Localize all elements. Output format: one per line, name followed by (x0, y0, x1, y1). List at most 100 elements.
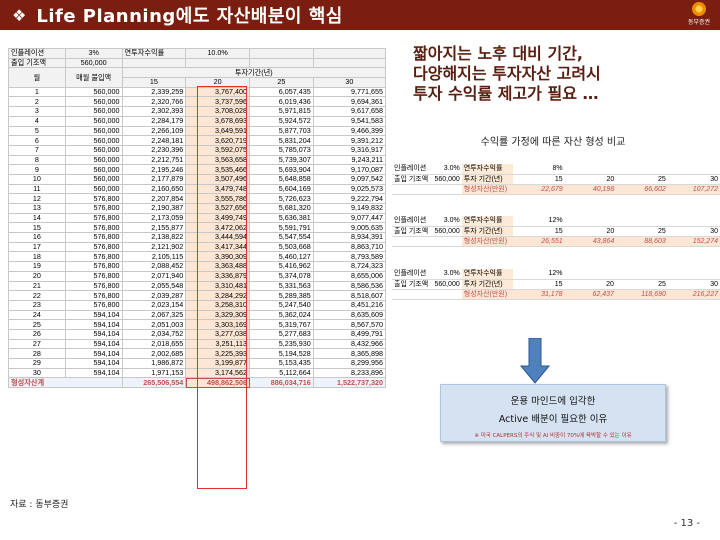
scenario-table-3: 인플레이션 3.0% 연투자수익률 12% 출입 기조액 560,000 투자 기간(년) 1… (392, 269, 720, 300)
blank-cell (564, 269, 616, 280)
table-cell: 560,000 (64, 125, 123, 137)
base-value: 560,000 (430, 279, 462, 290)
table-cell: 3,303,169 (185, 319, 250, 330)
heading-line-1: 짧아지는 노후 대비 기간, (413, 44, 583, 63)
year-header: 25 (249, 77, 314, 88)
table-cell: 22 (8, 290, 66, 301)
year-cell: 15 (513, 174, 565, 185)
base-label: 출입 기조액 (392, 226, 431, 237)
table-row: 7 560,000 2,230,396 3,592,075 5,785,073 9,316… (8, 144, 387, 156)
table-cell: 5,503,668 (249, 241, 314, 253)
table-cell: 2,339,259 (121, 86, 187, 98)
table-cell: 3,527,656 (185, 203, 250, 214)
table-cell: 5,153,435 (249, 358, 314, 369)
table-cell: 576,800 (64, 280, 123, 292)
blank-cell (616, 164, 668, 175)
table-cell: 5,648,858 (249, 173, 314, 185)
table-cell: 576,800 (64, 270, 123, 282)
table-row: 13 576,800 2,190,387 3,527,656 5,681,320 9,14… (8, 203, 387, 214)
table-cell: 5,247,540 (249, 299, 314, 311)
table-cell: 8,233,896 (312, 367, 387, 379)
table-cell: 3,555,786 (185, 193, 250, 204)
table-row: 22 576,800 2,039,287 3,284,292 5,289,385 8,51… (8, 290, 387, 301)
table-row: 14 576,800 2,173,059 3,499,749 5,636,381 9,07… (8, 212, 387, 224)
year-cell: 30 (667, 174, 720, 185)
table-cell: 576,800 (64, 193, 123, 204)
page-title: Life Planning에도 자산배분이 핵심 (36, 6, 343, 27)
year-cell: 25 (616, 226, 668, 237)
table-row: 1 560,000 2,339,259 3,767,400 6,057,435 9,771… (8, 86, 387, 98)
base-label: 출입 기조액 (8, 57, 66, 69)
year-header: 30 (312, 77, 387, 88)
rate-value: 10.0% (185, 48, 250, 59)
table-cell: 3,499,749 (185, 212, 250, 224)
table-cell: 560,000 (64, 144, 123, 156)
table-cell: 2,088,452 (121, 261, 187, 272)
table-cell: 5,971,815 (249, 106, 314, 117)
table-cell: 576,800 (64, 251, 123, 263)
table-cell: 8,299,956 (312, 358, 387, 369)
table-cell: 576,800 (64, 299, 123, 311)
table-cell: 2,051,003 (121, 319, 187, 330)
table-cell: 2,320,766 (121, 96, 187, 108)
logo-text: 동부증권 (687, 19, 711, 26)
table-cell: 3,708,028 (185, 106, 250, 117)
table-cell: 2,212,751 (121, 154, 187, 166)
result-cell: 22,679 (513, 184, 565, 195)
table-cell: 560,000 (64, 86, 123, 98)
table-cell: 560,000 (64, 154, 123, 166)
table-cell: 5,362,024 (249, 309, 314, 321)
blank-cell (312, 48, 387, 59)
table-cell: 5,785,073 (249, 144, 314, 156)
table-cell: 2,071,940 (121, 270, 187, 282)
table-cell: 9,391,212 (312, 135, 387, 146)
table-cell: 576,800 (64, 241, 123, 253)
table-cell: 8,586,536 (312, 280, 387, 292)
table-cell: 5,194,528 (249, 348, 314, 359)
table-cell: 5,331,563 (249, 280, 314, 292)
result-cell: 118,690 (615, 289, 668, 300)
period-label: 투자 기간(년) (461, 279, 514, 290)
blank-cell (564, 164, 617, 175)
table-cell: 2,284,179 (121, 115, 187, 127)
rate-label: 연투자수익률 (461, 216, 514, 227)
blank-cell (667, 164, 720, 175)
blank-cell (667, 269, 720, 280)
table-cell: 9,170,087 (312, 164, 387, 175)
table-cell: 8,567,570 (312, 319, 387, 330)
rate-value: 12% (513, 269, 565, 280)
table-cell: 594,104 (64, 338, 123, 350)
table-cell: 5,277,683 (249, 328, 314, 340)
result-cell: 40,198 (564, 184, 617, 195)
table-cell: 3,678,693 (185, 115, 250, 127)
table-cell: 3,284,292 (185, 290, 250, 301)
table-cell: 17 (8, 241, 66, 253)
table-cell: 2,248,181 (121, 135, 187, 146)
table-cell: 3,592,075 (185, 144, 250, 156)
result-label: 형성자산(만원) (461, 289, 514, 300)
table-cell: 5,604,169 (249, 183, 314, 195)
table-cell: 14 (8, 212, 66, 224)
table-cell: 8 (8, 154, 66, 166)
table-cell: 5 (8, 125, 66, 137)
table-cell: 5,739,307 (249, 154, 314, 166)
table-row: 16 576,800 2,138,822 3,444,594 5,547,554 8,93… (8, 232, 387, 243)
heading-line-2: 다양해지는 투자자산 고려시 (413, 64, 601, 83)
table-cell: 18 (8, 251, 66, 263)
table-row: 26 594,104 2,034,752 3,277,038 5,277,683 8,49… (8, 328, 387, 340)
table-cell: 5,416,962 (249, 261, 314, 272)
table-cell: 9,694,361 (312, 96, 387, 108)
table-row: 9 560,000 2,195,246 3,535,466 5,693,904 9,170… (8, 164, 387, 175)
table-cell: 28 (8, 348, 66, 359)
table-cell: 2,023,154 (121, 299, 187, 311)
result-cell: 31,178 (513, 289, 565, 300)
table-cell: 2,055,548 (121, 280, 187, 292)
year-cell: 15 (513, 226, 565, 237)
table-row: 19 576,800 2,088,452 3,363,488 5,416,962 8,72… (8, 261, 387, 272)
blank-cell (392, 289, 431, 300)
table-cell: 1,986,872 (121, 358, 187, 369)
rate-label: 연투자수익률 (461, 164, 514, 175)
table-cell: 9,466,399 (312, 125, 387, 137)
total-cell: 498,862,506 (185, 377, 250, 389)
year-cell: 20 (564, 226, 617, 237)
